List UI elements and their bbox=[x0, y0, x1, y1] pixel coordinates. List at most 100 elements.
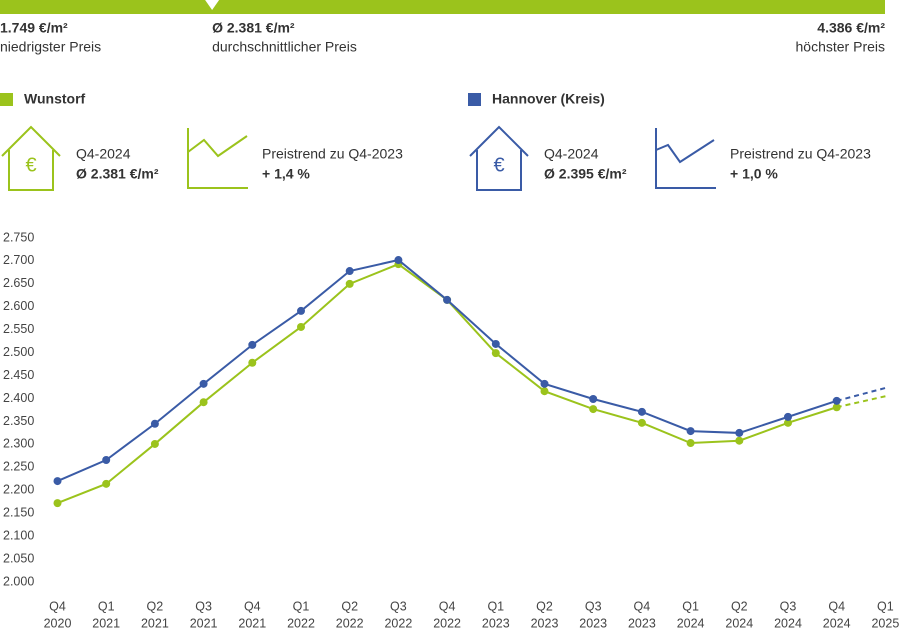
data-point bbox=[248, 340, 257, 349]
x-tick-label: 2021 bbox=[141, 616, 169, 630]
data-point bbox=[443, 295, 452, 304]
euro-icon: € bbox=[25, 154, 36, 176]
data-point bbox=[686, 427, 695, 436]
data-point bbox=[102, 455, 111, 464]
x-tick-label: Q4 bbox=[828, 599, 845, 613]
data-point bbox=[832, 403, 841, 412]
x-tick-label: 2024 bbox=[725, 616, 753, 630]
average-marker bbox=[205, 0, 220, 10]
data-point bbox=[784, 418, 792, 427]
x-tick-label: Q4 bbox=[634, 599, 651, 613]
x-tick-label: 2024 bbox=[774, 616, 802, 630]
x-tick-label: Q2 bbox=[731, 599, 748, 613]
price-caption: höchster Preis bbox=[796, 39, 885, 55]
y-tick-label: 2.650 bbox=[3, 276, 34, 290]
data-point bbox=[735, 436, 744, 445]
data-point bbox=[735, 428, 744, 437]
y-tick-label: 2.300 bbox=[3, 437, 34, 451]
summary-trend-label: Preistrend zu Q4-2023 bbox=[730, 146, 871, 162]
x-tick-label: Q2 bbox=[536, 599, 553, 613]
x-tick-label: Q2 bbox=[147, 599, 164, 613]
data-point bbox=[686, 439, 695, 448]
series-line bbox=[57, 258, 838, 483]
projection-line bbox=[836, 395, 886, 409]
x-tick-label: Q3 bbox=[195, 599, 212, 613]
x-tick-label: Q3 bbox=[390, 599, 407, 613]
summary-trend-label: Preistrend zu Q4-2023 bbox=[262, 146, 403, 162]
price-label: 1.749 €/m² bbox=[0, 20, 68, 36]
price-label: Ø 2.381 €/m² bbox=[212, 20, 295, 36]
data-point bbox=[832, 396, 841, 405]
x-tick-label: 2022 bbox=[384, 616, 412, 630]
summary-period: Q4-2024 bbox=[544, 146, 599, 162]
x-tick-label: 2023 bbox=[579, 616, 607, 630]
price-scale-bar bbox=[0, 0, 885, 14]
x-tick-label: 2021 bbox=[190, 616, 218, 630]
x-tick-label: Q1 bbox=[98, 599, 115, 613]
legend-swatch bbox=[468, 93, 481, 106]
y-tick-label: 2.000 bbox=[3, 574, 34, 588]
data-point bbox=[345, 267, 354, 276]
x-tick-label: 2022 bbox=[336, 616, 364, 630]
price-label: 4.386 €/m² bbox=[817, 20, 885, 36]
data-point bbox=[589, 405, 598, 414]
data-point bbox=[248, 358, 257, 367]
price-caption: niedrigster Preis bbox=[0, 39, 101, 55]
x-tick-label: Q1 bbox=[487, 599, 504, 613]
y-tick-label: 2.350 bbox=[3, 414, 34, 428]
data-point bbox=[53, 499, 62, 508]
house-icon bbox=[1, 125, 61, 191]
x-tick-label: 2023 bbox=[531, 616, 559, 630]
summary-trend: + 1,4 % bbox=[262, 166, 310, 182]
x-tick-label: Q2 bbox=[341, 599, 358, 613]
projection-line bbox=[836, 387, 886, 402]
x-tick-label: Q4 bbox=[244, 599, 261, 613]
summary-trend: + 1,0 % bbox=[730, 166, 778, 182]
data-point bbox=[297, 306, 305, 315]
data-point bbox=[784, 412, 792, 421]
y-tick-label: 2.700 bbox=[3, 253, 34, 267]
data-point bbox=[297, 322, 305, 331]
data-point bbox=[199, 379, 208, 388]
x-tick-label: Q1 bbox=[877, 599, 894, 613]
y-tick-label: 2.400 bbox=[3, 391, 34, 405]
data-point bbox=[491, 349, 500, 358]
summary-period: Q4-2024 bbox=[76, 146, 131, 162]
data-point bbox=[53, 477, 62, 486]
x-tick-label: Q4 bbox=[49, 599, 66, 613]
y-tick-label: 2.750 bbox=[3, 230, 34, 244]
data-point bbox=[199, 398, 208, 407]
x-tick-label: 2022 bbox=[287, 616, 315, 630]
summary-icons: € € bbox=[1, 125, 716, 191]
trend-icon bbox=[655, 128, 716, 189]
legend-swatch bbox=[0, 93, 13, 106]
x-tick-label: Q1 bbox=[293, 599, 310, 613]
data-point bbox=[637, 418, 646, 427]
y-tick-label: 2.500 bbox=[3, 345, 34, 359]
trend-icon bbox=[187, 128, 248, 189]
data-point bbox=[491, 339, 500, 348]
y-tick-label: 2.050 bbox=[3, 551, 34, 565]
data-point bbox=[540, 379, 549, 388]
summary-average: Ø 2.395 €/m² bbox=[544, 166, 627, 182]
data-point bbox=[637, 407, 646, 416]
x-tick-label: 2020 bbox=[44, 616, 72, 630]
data-point bbox=[540, 387, 549, 396]
x-tick-label: Q3 bbox=[585, 599, 602, 613]
x-tick-label: 2021 bbox=[92, 616, 120, 630]
x-tick-label: 2024 bbox=[823, 616, 851, 630]
x-tick-label: 2022 bbox=[433, 616, 461, 630]
data-point bbox=[589, 394, 598, 403]
x-tick-label: 2023 bbox=[482, 616, 510, 630]
data-point bbox=[394, 256, 403, 265]
x-tick-label: 2023 bbox=[628, 616, 656, 630]
data-point bbox=[102, 479, 111, 488]
x-tick-label: Q1 bbox=[682, 599, 699, 613]
house-icon bbox=[469, 125, 529, 191]
y-tick-label: 2.150 bbox=[3, 505, 34, 519]
x-tick-label: 2025 bbox=[871, 616, 899, 630]
y-tick-label: 2.450 bbox=[3, 368, 34, 382]
x-tick-label: 2021 bbox=[238, 616, 266, 630]
x-tick-label: Q4 bbox=[439, 599, 456, 613]
